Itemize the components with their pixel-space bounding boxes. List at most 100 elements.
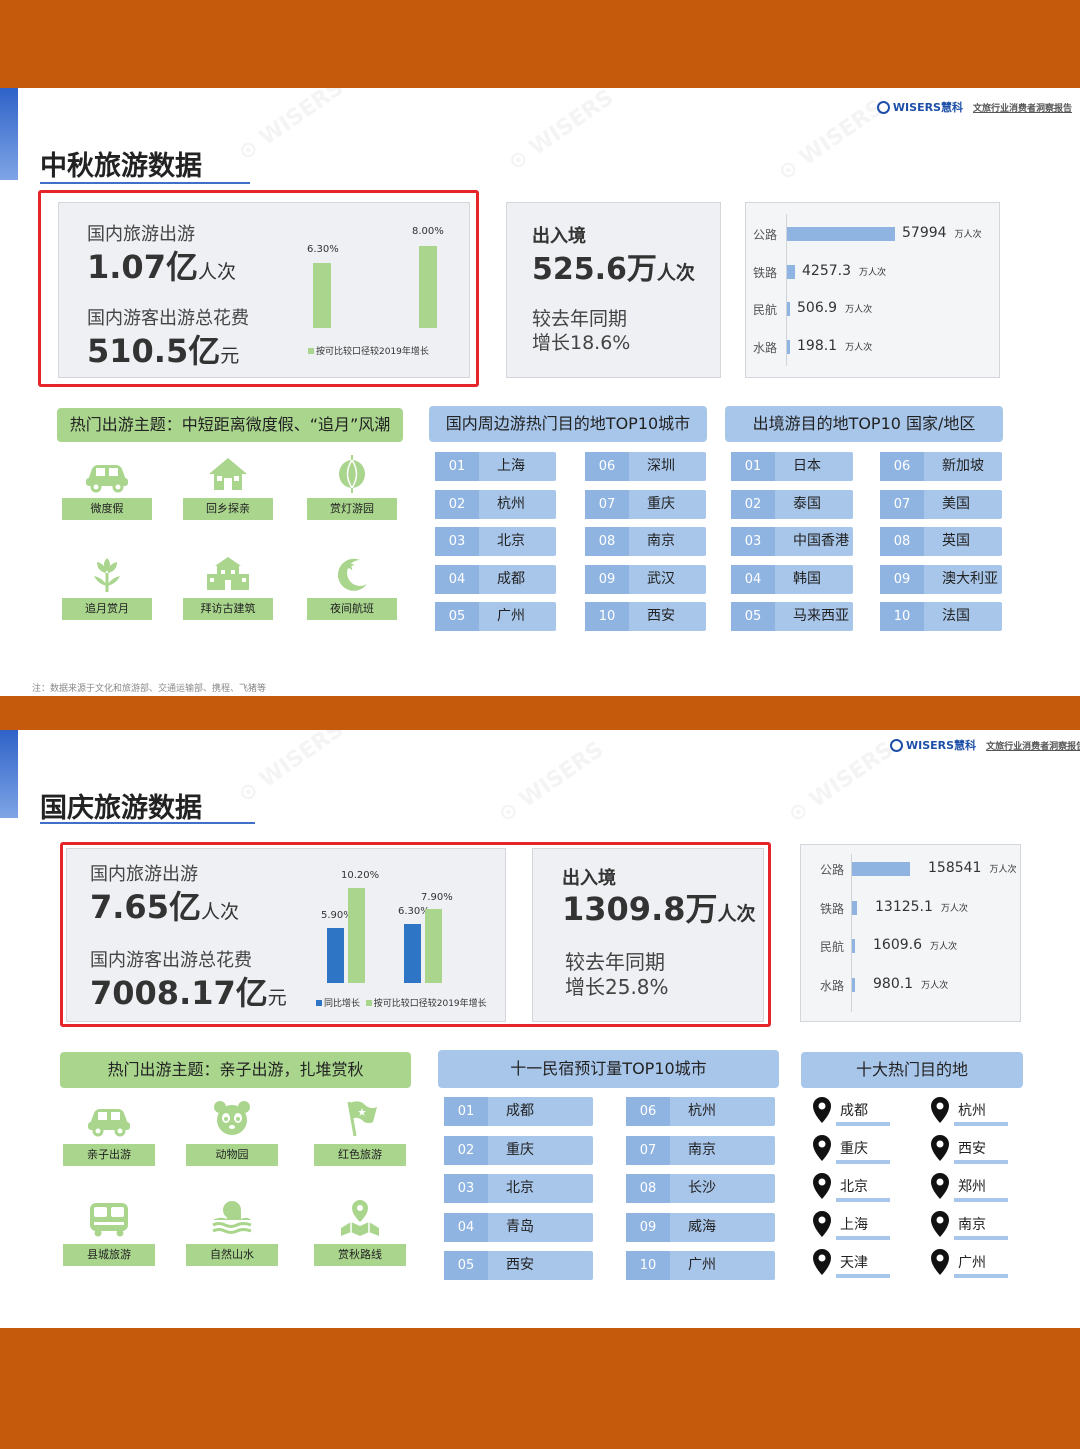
rank-name: 英国 <box>942 533 970 549</box>
domestic-trips-number: 1.07亿 <box>87 248 198 286</box>
house-icon <box>203 454 253 494</box>
intl-label: 出入境 <box>532 226 586 247</box>
lantern-icon <box>327 454 377 494</box>
domestic-spend-unit: 元 <box>267 987 287 1009</box>
legend-swatch <box>316 1000 322 1006</box>
rank-number: 04 <box>444 1212 488 1242</box>
destination-underline <box>954 1160 1008 1164</box>
transport-row-label: 民航 <box>753 303 778 317</box>
destination-item: 西安 <box>928 1135 1018 1164</box>
pin-icon <box>810 1210 834 1238</box>
transport-bar <box>787 339 790 354</box>
destination-name: 郑州 <box>958 1179 986 1195</box>
rank-name: 长沙 <box>688 1180 716 1196</box>
rank-item: 10 广州 <box>626 1251 775 1280</box>
rank-name: 北京 <box>497 533 525 549</box>
intl-growth-line1: 较去年同期 <box>565 950 665 974</box>
intl-growth-line1: 较去年同期 <box>532 308 628 330</box>
slide-edge-accent <box>0 88 18 180</box>
transport-axis <box>786 214 787 366</box>
destination-underline <box>836 1236 890 1240</box>
watermark: ⊙ WISERS <box>783 737 899 828</box>
transport-row-label: 铁路 <box>820 901 845 916</box>
rank-name: 上海 <box>497 458 525 474</box>
rank-name: 泰国 <box>793 495 821 512</box>
rank-name: 中国香港 <box>793 533 849 549</box>
rank-item: 02 杭州 <box>435 489 556 519</box>
watermark: ⊙ WISERS <box>493 737 609 828</box>
flag-icon <box>335 1098 385 1138</box>
page-title: 国庆旅游数据 <box>40 793 202 824</box>
transport-value: 506.9 万人次 <box>797 300 872 316</box>
intl-panel <box>506 202 721 378</box>
rank-number: 10 <box>626 1251 670 1280</box>
chart-bar <box>419 246 437 328</box>
domestic-trips-number: 7.65亿 <box>90 888 201 926</box>
themes-header: 热门出游主题：中短距离微度假、“追月”风潮 <box>57 408 403 442</box>
top-homestay-header: 十一民宿预订量TOP10城市 <box>438 1050 779 1088</box>
rank-item: 03 北京 <box>435 527 556 556</box>
rank-item: 02 重庆 <box>444 1135 593 1165</box>
intl-unit: 人次 <box>656 262 695 284</box>
rank-number: 01 <box>435 452 479 481</box>
rank-number: 08 <box>585 527 629 556</box>
rank-number: 03 <box>731 527 775 556</box>
rank-item: 08 长沙 <box>626 1174 775 1203</box>
destination-item: 重庆 <box>810 1135 900 1164</box>
domestic-spend-value: 510.5亿元 <box>87 326 239 372</box>
rank-number: 10 <box>880 602 924 631</box>
rank-name: 南京 <box>647 533 675 549</box>
bar-data-label: 10.20% <box>341 870 380 881</box>
slide-edge-accent <box>0 730 18 818</box>
rank-item: 07 美国 <box>880 489 1002 519</box>
transport-bar <box>852 900 857 915</box>
transport-axis <box>851 854 852 1012</box>
rank-number: 06 <box>626 1097 670 1126</box>
pin-icon <box>928 1210 952 1238</box>
destination-item: 杭州 <box>928 1097 1018 1126</box>
rank-item: 05 西安 <box>444 1251 593 1280</box>
rank-number: 02 <box>731 489 775 519</box>
slide-mid-autumn: ⊙ WISERS ⊙ WISERS ⊙ WISERS WISERS慧科 文旅行业消… <box>0 88 1080 696</box>
chart-legend: 按可比较口径较2019年增长 <box>308 344 429 357</box>
domestic-trips-value: 7.65亿人次 <box>90 882 239 928</box>
rank-number: 05 <box>444 1251 488 1280</box>
rank-item: 06 新加坡 <box>880 452 1002 481</box>
top-cities-header: 国内周边游热门目的地TOP10城市 <box>429 406 707 442</box>
rank-item: 01 成都 <box>444 1097 593 1126</box>
chart-bar <box>404 924 421 983</box>
building-icon <box>203 554 253 594</box>
destination-underline <box>954 1274 1008 1278</box>
legend-label: 按可比较口径较2019年增长 <box>316 347 429 357</box>
wisers-logo-icon <box>890 739 903 752</box>
transport-value: 4257.3 万人次 <box>802 263 886 279</box>
bar-data-label: 5.90% <box>321 910 353 921</box>
rank-item: 04 青岛 <box>444 1212 593 1242</box>
page-title: 中秋旅游数据 <box>40 151 202 182</box>
bar-data-label: 7.90% <box>421 892 453 903</box>
rank-name: 成都 <box>506 1103 534 1119</box>
rank-item: 06 杭州 <box>626 1097 775 1126</box>
rank-item: 07 重庆 <box>585 489 706 519</box>
destination-name: 成都 <box>840 1103 868 1119</box>
transport-value: 198.1 万人次 <box>797 338 872 354</box>
rank-number: 03 <box>444 1174 488 1203</box>
rank-item: 09 澳大利亚 <box>880 564 1002 594</box>
pin-icon <box>810 1134 834 1162</box>
destination-underline <box>954 1122 1008 1126</box>
rank-name: 杭州 <box>688 1103 716 1119</box>
theme-tag: 赏灯游园 <box>307 498 397 520</box>
pin-icon <box>928 1096 952 1124</box>
footnote: 注：数据来源于文化和旅游部、交通运输部、携程、飞猪等 <box>32 684 267 694</box>
rank-name: 杭州 <box>497 495 525 512</box>
destination-item: 南京 <box>928 1211 1018 1240</box>
destination-underline <box>836 1198 890 1202</box>
transport-row-label: 公路 <box>820 863 845 877</box>
themes-header: 热门出游主题：亲子出游，扎堆赏秋 <box>60 1052 411 1088</box>
theme-tag: 回乡探亲 <box>183 498 273 520</box>
rank-item: 09 武汉 <box>585 564 706 594</box>
domestic-spend-label: 国内游客出游总花费 <box>87 308 249 329</box>
rank-number: 10 <box>585 602 629 631</box>
domestic-trips-unit: 人次 <box>200 901 239 923</box>
transport-row-label: 民航 <box>820 940 845 954</box>
